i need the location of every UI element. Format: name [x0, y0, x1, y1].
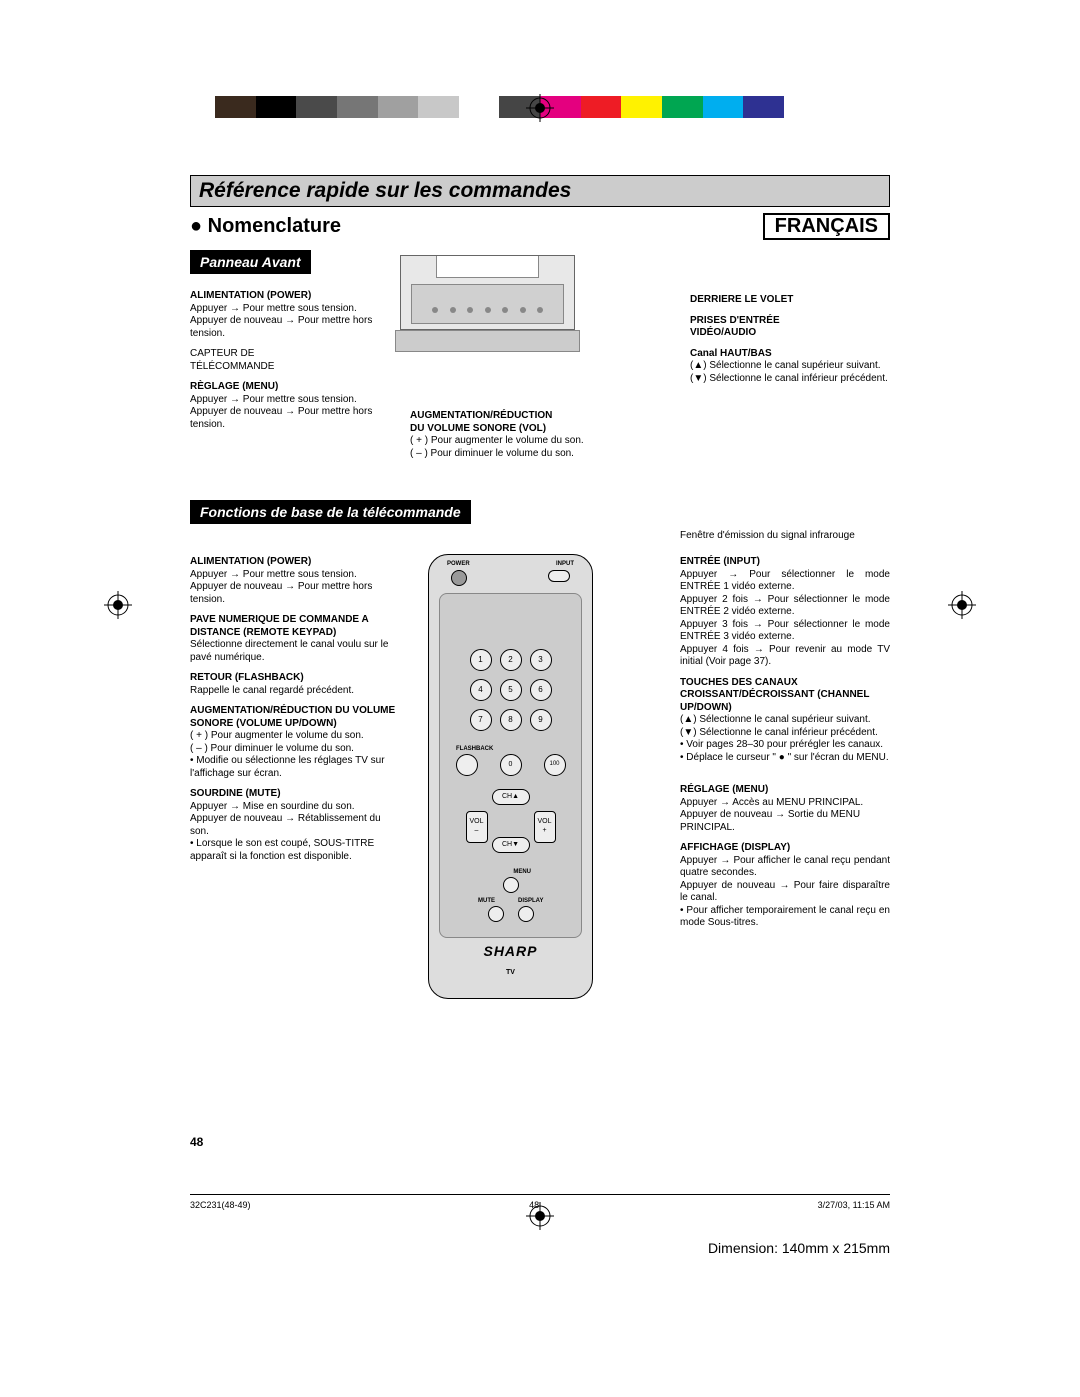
remote-input-button-icon: [548, 570, 570, 582]
remote-row-flashback: 0 100: [456, 754, 566, 776]
remote-mute-label: MUTE: [478, 898, 495, 906]
remote-label-flashback: RETOUR (FLASHBACK) Rappelle le canal reg…: [190, 672, 400, 697]
remote-keypad: 1 2 3 4 5 6 7 8 9: [470, 649, 552, 731]
remote-nav-cluster: CH▲ CH▼ VOL – VOL +: [466, 789, 556, 864]
remote-vol-down-icon: VOL –: [466, 811, 488, 843]
language-badge: FRANÇAIS: [763, 213, 890, 240]
remote-label-keypad: PAVE NUMERIQUE DE COMMANDE A DISTANCE (R…: [190, 614, 400, 664]
remote-label-menu: RÉGLAGE (MENU) Appuyer → Accès au MENU P…: [680, 784, 890, 834]
remote-ch-up-icon: CH▲: [492, 789, 530, 805]
tv-front-diagram: [400, 255, 575, 365]
label-menu: RÈGLAGE (MENU) Appuyer → Pour mettre sou…: [190, 381, 390, 431]
remote-mute-button-icon: [488, 906, 504, 922]
section-header-remote: Fonctions de base de la télécommande: [190, 500, 471, 524]
section-subtitle: ● Nomenclature: [190, 215, 341, 238]
label-behind-door: DERRIERE LE VOLET: [690, 294, 890, 307]
panel-labels-right: DERRIERE LE VOLET PRISES D'ENTRÉE VIDÉO/…: [690, 294, 890, 393]
remote-brand: SHARP TV: [429, 943, 592, 978]
page-title-bar: Référence rapide sur les commandes: [190, 175, 890, 207]
remote-label-input: ENTRÉE (INPUT) Appuyer → Pour sélectionn…: [680, 556, 890, 669]
footer-page: 48: [529, 1200, 539, 1210]
remote-flashback-label: FLASHBACK: [456, 746, 493, 754]
remote-input-label: INPUT: [556, 561, 574, 569]
remote-label-mute: SOURDINE (MUTE) Appuyer → Mise en sourdi…: [190, 788, 400, 863]
page-content: Référence rapide sur les commandes ● Nom…: [190, 175, 890, 1020]
page-number: 48: [190, 1135, 890, 1149]
remote-display-label: DISPLAY: [518, 898, 543, 906]
remote-display-button-icon: [518, 906, 534, 922]
remote-mute-display-row: [488, 906, 534, 922]
remote-control-diagram: POWER INPUT 1 2 3 4 5 6 7 8 9 FLASHBACK: [428, 554, 593, 999]
footer-date: 3/27/03, 11:15 AM: [818, 1200, 890, 1210]
dimension-note: Dimension: 140mm x 215mm: [708, 1240, 890, 1256]
label-power: ALIMENTATION (POWER) Appuyer → Pour mett…: [190, 290, 390, 340]
remote-flashback-icon: [456, 754, 478, 776]
remote-menu-button-icon: [503, 877, 519, 893]
remote-vol-up-icon: VOL +: [534, 811, 556, 843]
label-remote-sensor: CAPTEUR DE TÉLÉCOMMANDE: [190, 348, 390, 373]
remote-labels-left: ALIMENTATION (POWER) Appuyer → Pour mett…: [190, 556, 400, 871]
panel-labels-left: ALIMENTATION (POWER) Appuyer → Pour mett…: [190, 290, 390, 439]
label-volume: AUGMENTATION/RÉDUCTION DU VOLUME SONORE …: [410, 410, 630, 460]
label-av-inputs: PRISES D'ENTRÉE VIDÉO/AUDIO: [690, 315, 890, 340]
remote-label-channel: TOUCHES DES CANAUX CROISSANT/DÉCROISSANT…: [680, 677, 890, 765]
front-panel-diagram-area: ALIMENTATION (POWER) Appuyer → Pour mett…: [190, 280, 890, 490]
remote-diagram-area: Fenêtre d'émission du signal infrarouge …: [190, 530, 890, 1020]
section-header-panel: Panneau Avant: [190, 250, 311, 274]
subtitle-row: ● Nomenclature FRANÇAIS: [190, 213, 890, 240]
remote-power-label: POWER: [447, 561, 470, 569]
footer-file: 32C231(48-49): [190, 1200, 251, 1210]
footer-rule: [190, 1194, 890, 1195]
remote-ch-down-icon: CH▼: [492, 837, 530, 853]
remote-label-volume: AUGMENTATION/RÉDUCTION DU VOLUME SONORE …: [190, 705, 400, 780]
registration-mark-left: [104, 591, 132, 619]
label-ir-window: Fenêtre d'émission du signal infrarouge: [680, 530, 890, 543]
remote-label-display: AFFICHAGE (DISPLAY) Appuyer → Pour affic…: [680, 842, 890, 930]
remote-label-power: ALIMENTATION (POWER) Appuyer → Pour mett…: [190, 556, 400, 606]
registration-mark-right: [948, 591, 976, 619]
registration-mark-top: [526, 94, 554, 122]
remote-labels-right: ENTRÉE (INPUT) Appuyer → Pour sélectionn…: [680, 556, 890, 938]
label-channel-updown: Canal HAUT/BAS (▲) Sélectionne le canal …: [690, 348, 890, 386]
remote-menu-label: MENU: [513, 869, 531, 877]
footer-metadata: 32C231(48-49) 48 3/27/03, 11:15 AM: [190, 1200, 890, 1210]
remote-power-button-icon: [451, 570, 467, 586]
